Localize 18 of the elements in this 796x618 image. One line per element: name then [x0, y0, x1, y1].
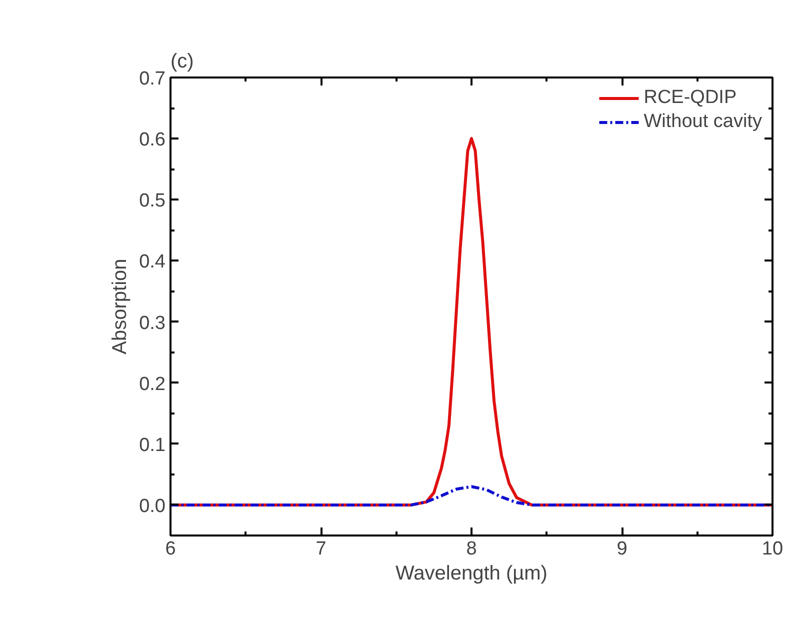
x-tick-label: 10 — [762, 538, 784, 560]
x-tick-label: 7 — [316, 538, 326, 560]
y-axis-title: Absorption — [109, 258, 132, 354]
x-tick-label: 8 — [466, 538, 477, 560]
legend-label: RCE-QDIP — [644, 87, 737, 109]
y-tick-label: 0.2 — [139, 374, 166, 395]
y-tick-label: 0.5 — [139, 190, 166, 212]
y-tick-label: 0.7 — [139, 68, 166, 90]
legend-label: Without cavity — [644, 111, 762, 133]
y-tick-label: 0.3 — [139, 312, 166, 334]
y-tick-label: 0.6 — [139, 130, 166, 151]
y-tick-label: 0.1 — [139, 434, 166, 456]
x-tick-label: 6 — [165, 538, 176, 560]
y-tick-label: 0.0 — [139, 496, 166, 517]
x-tick-label: 9 — [616, 538, 628, 560]
y-tick-label: 0.4 — [139, 252, 166, 273]
chart-title: (c) — [170, 50, 194, 72]
x-axis-title: Wavelength (µm) — [396, 562, 548, 584]
